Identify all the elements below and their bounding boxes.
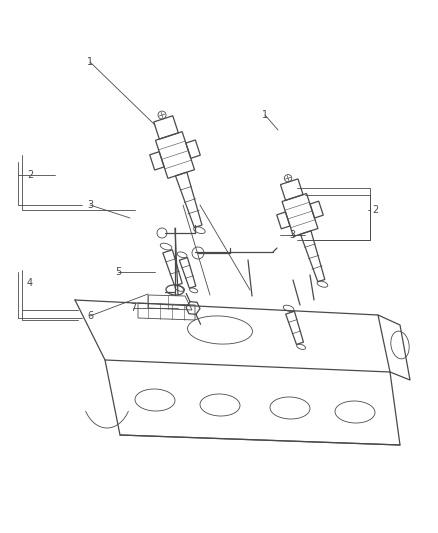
Text: 3: 3 (87, 200, 93, 210)
Text: 7: 7 (130, 303, 136, 313)
Text: 2: 2 (372, 205, 378, 215)
Text: 1: 1 (262, 110, 268, 120)
Text: 4: 4 (27, 278, 33, 288)
Text: 1: 1 (87, 57, 93, 67)
Text: 2: 2 (27, 170, 33, 180)
Text: 5: 5 (115, 267, 121, 277)
Text: 6: 6 (87, 311, 93, 321)
Text: 3: 3 (289, 230, 295, 240)
